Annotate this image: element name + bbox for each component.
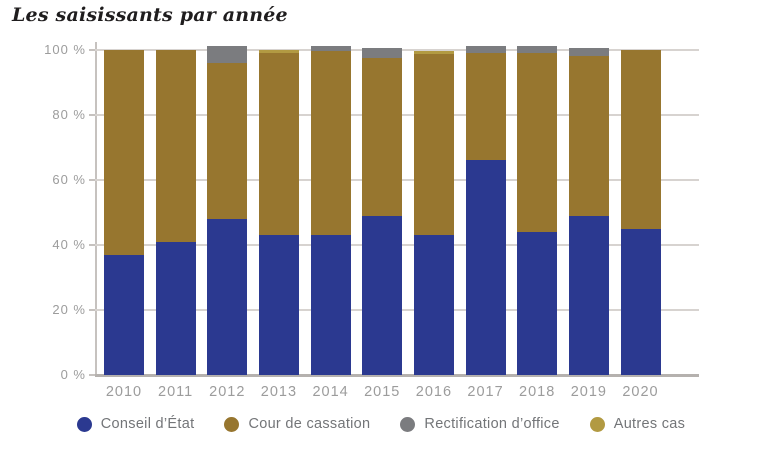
bar-segment — [258, 235, 299, 375]
bar-segment — [258, 49, 299, 53]
bar-segment — [104, 254, 144, 375]
bar-segment — [465, 46, 506, 53]
bar-segment — [568, 56, 609, 216]
x-tick-label: 2014 — [312, 384, 349, 400]
legend-label: Rectification d’office — [424, 416, 560, 432]
bar-segment — [465, 52, 506, 161]
legend-label: Conseil d’État — [100, 416, 195, 432]
y-tick-label: 60 % — [52, 171, 86, 187]
bar-segment — [568, 47, 609, 57]
y-tick-label: 0 % — [60, 367, 86, 382]
legend-color-dot-icon — [589, 416, 605, 432]
bar-segment — [310, 46, 351, 52]
legend-label: Cour de cassation — [248, 416, 371, 432]
y-tick-label: 100 % — [44, 41, 86, 57]
legend-label: Autres cas — [613, 416, 686, 432]
x-tick-label: 2011 — [158, 384, 194, 400]
bar-segment — [362, 215, 403, 375]
y-tick-mark — [89, 48, 95, 51]
x-tick-label: 2015 — [364, 384, 401, 400]
x-tick-label: 2010 — [105, 384, 143, 400]
x-tick-label: 2019 — [570, 384, 607, 400]
bar-segment — [465, 160, 506, 375]
bar-segment — [620, 228, 661, 375]
bar-segment — [413, 51, 454, 55]
bar-segment — [517, 52, 558, 232]
gridline-0 — [95, 374, 699, 377]
legend-item: Cour de cassation — [224, 416, 370, 432]
bar-segment — [413, 54, 454, 236]
y-tick-mark — [89, 374, 95, 376]
bar-segment — [310, 235, 351, 375]
bar-segment — [517, 231, 558, 375]
bar-segment — [258, 52, 299, 236]
legend-color-dot-icon — [400, 416, 416, 432]
legend-item: Autres cas — [589, 416, 686, 432]
x-tick-label: 2018 — [519, 384, 556, 400]
y-tick-mark — [89, 243, 95, 246]
legend-item: Conseil d’État — [76, 416, 195, 432]
x-tick-label: 2020 — [622, 384, 659, 400]
bar-segment — [207, 218, 248, 375]
y-tick-label: 20 % — [52, 301, 86, 317]
y-axis-line — [95, 42, 97, 377]
plot-area — [89, 42, 699, 377]
bar-segment — [310, 51, 351, 236]
bar-segment — [155, 49, 196, 242]
x-tick-label: 2016 — [415, 384, 453, 400]
legend-item: Rectification d’office — [400, 416, 559, 432]
y-tick-label: 80 % — [52, 106, 86, 122]
bar-segment — [362, 57, 403, 216]
bar-segment — [413, 235, 454, 375]
y-tick-mark — [89, 178, 95, 181]
y-tick-mark — [89, 113, 95, 116]
chart-title: Les saisissants par année — [12, 4, 288, 26]
y-axis-labels: 0 % 20 % 40 % 60 % 80 % 100 % — [0, 41, 86, 383]
x-tick-label: 2013 — [260, 384, 298, 400]
y-tick-label: 40 % — [52, 236, 86, 252]
bar-segment — [620, 49, 661, 229]
bar-segment — [207, 46, 248, 63]
bar-segment — [362, 47, 403, 58]
x-axis-labels: 2010 2011 2012 2013 2014 2015 2016 2017 2018 2019… — [95, 384, 699, 404]
x-tick-label: 2017 — [467, 384, 504, 400]
bar-segment — [568, 215, 609, 375]
y-tick-mark — [89, 308, 95, 311]
bar-segment — [517, 46, 558, 53]
bar-segment — [207, 62, 248, 219]
legend-color-dot-icon — [76, 416, 92, 432]
legend-color-dot-icon — [224, 416, 240, 432]
chart-legend: Conseil d’État Cour de cassation Rectifica… — [0, 416, 762, 432]
bar-segment — [104, 49, 144, 255]
bar-segment — [155, 241, 196, 375]
x-tick-label: 2012 — [209, 384, 246, 400]
